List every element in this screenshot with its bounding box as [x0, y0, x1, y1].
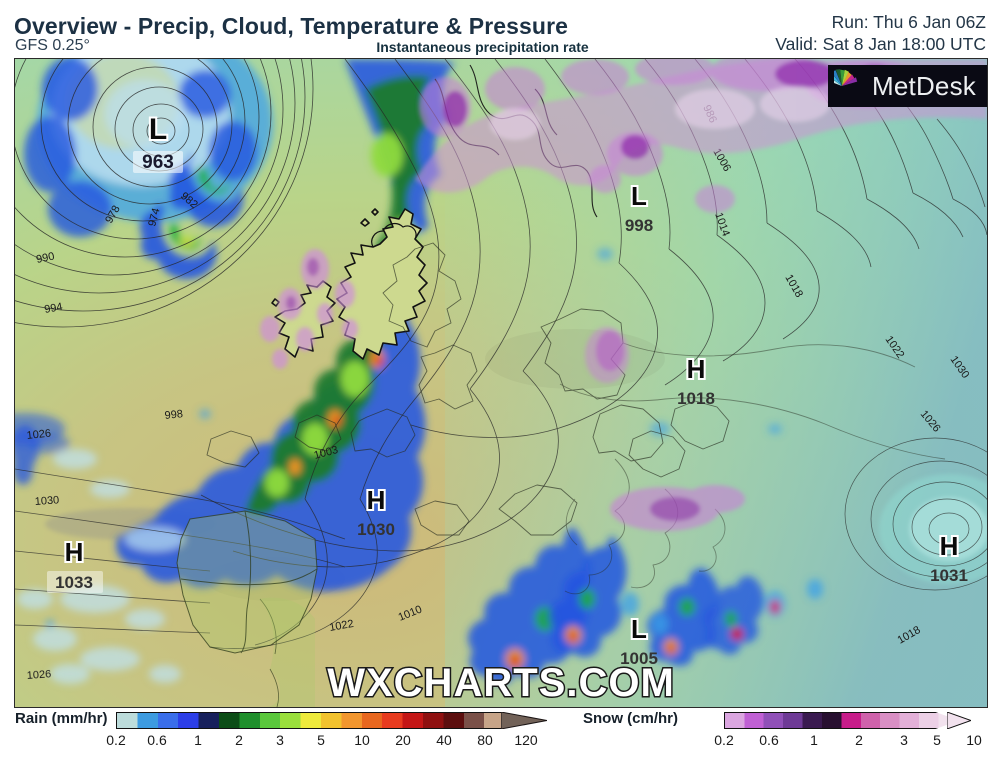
svg-text:1031: 1031	[930, 566, 968, 585]
svg-text:1030: 1030	[357, 520, 395, 539]
svg-text:L: L	[631, 614, 647, 644]
svg-text:H: H	[687, 354, 706, 384]
svg-text:H: H	[65, 537, 84, 567]
svg-text:1026: 1026	[26, 668, 51, 682]
svg-text:1030: 1030	[34, 494, 59, 508]
svg-text:998: 998	[164, 408, 184, 422]
svg-text:WXCHARTS.COM: WXCHARTS.COM	[327, 661, 675, 705]
svg-text:1026: 1026	[26, 427, 52, 441]
svg-text:L: L	[631, 181, 647, 211]
svg-text:L: L	[149, 113, 167, 146]
svg-text:963: 963	[142, 152, 174, 173]
svg-text:1018: 1018	[677, 389, 715, 408]
svg-text:1033: 1033	[55, 573, 93, 592]
svg-text:H: H	[367, 485, 386, 515]
svg-text:H: H	[940, 531, 959, 561]
svg-text:998: 998	[625, 216, 653, 235]
